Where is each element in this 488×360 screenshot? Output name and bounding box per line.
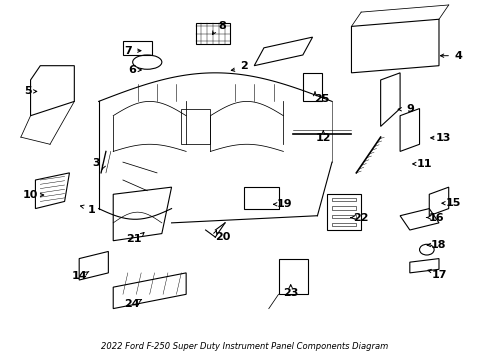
Bar [331, 223, 356, 226]
Text: 22: 22 [353, 212, 368, 222]
Text: 13: 13 [435, 133, 450, 143]
Text: 11: 11 [416, 159, 431, 169]
Text: 24: 24 [123, 299, 139, 309]
Text: 7: 7 [123, 46, 131, 56]
Bar [331, 198, 356, 202]
Text: 1: 1 [87, 205, 95, 215]
Bar [302, 73, 322, 102]
Text: 9: 9 [405, 104, 413, 114]
Text: 8: 8 [218, 21, 226, 31]
Bar [331, 215, 356, 218]
Text: 10: 10 [23, 190, 38, 200]
Text: 5: 5 [24, 86, 32, 96]
Bar [181, 109, 210, 144]
Text: 23: 23 [283, 288, 298, 297]
Text: 20: 20 [215, 232, 230, 242]
Text: 21: 21 [125, 234, 141, 244]
Bar [326, 194, 361, 230]
Text: 2: 2 [240, 61, 248, 71]
Text: 19: 19 [276, 199, 292, 209]
Bar [244, 187, 278, 208]
Text: 6: 6 [128, 65, 136, 75]
Bar [122, 41, 152, 55]
Text: 17: 17 [430, 270, 446, 280]
Text: 4: 4 [453, 51, 462, 61]
Bar [196, 23, 229, 44]
Text: 2022 Ford F-250 Super Duty Instrument Panel Components Diagram: 2022 Ford F-250 Super Duty Instrument Pa… [101, 342, 387, 351]
Text: 18: 18 [429, 240, 445, 250]
Text: 3: 3 [92, 158, 100, 168]
Text: 14: 14 [71, 271, 87, 282]
Text: 15: 15 [445, 198, 460, 208]
Bar [331, 206, 356, 210]
Text: 12: 12 [315, 133, 330, 143]
Text: 25: 25 [314, 94, 329, 104]
Text: 16: 16 [428, 212, 444, 222]
